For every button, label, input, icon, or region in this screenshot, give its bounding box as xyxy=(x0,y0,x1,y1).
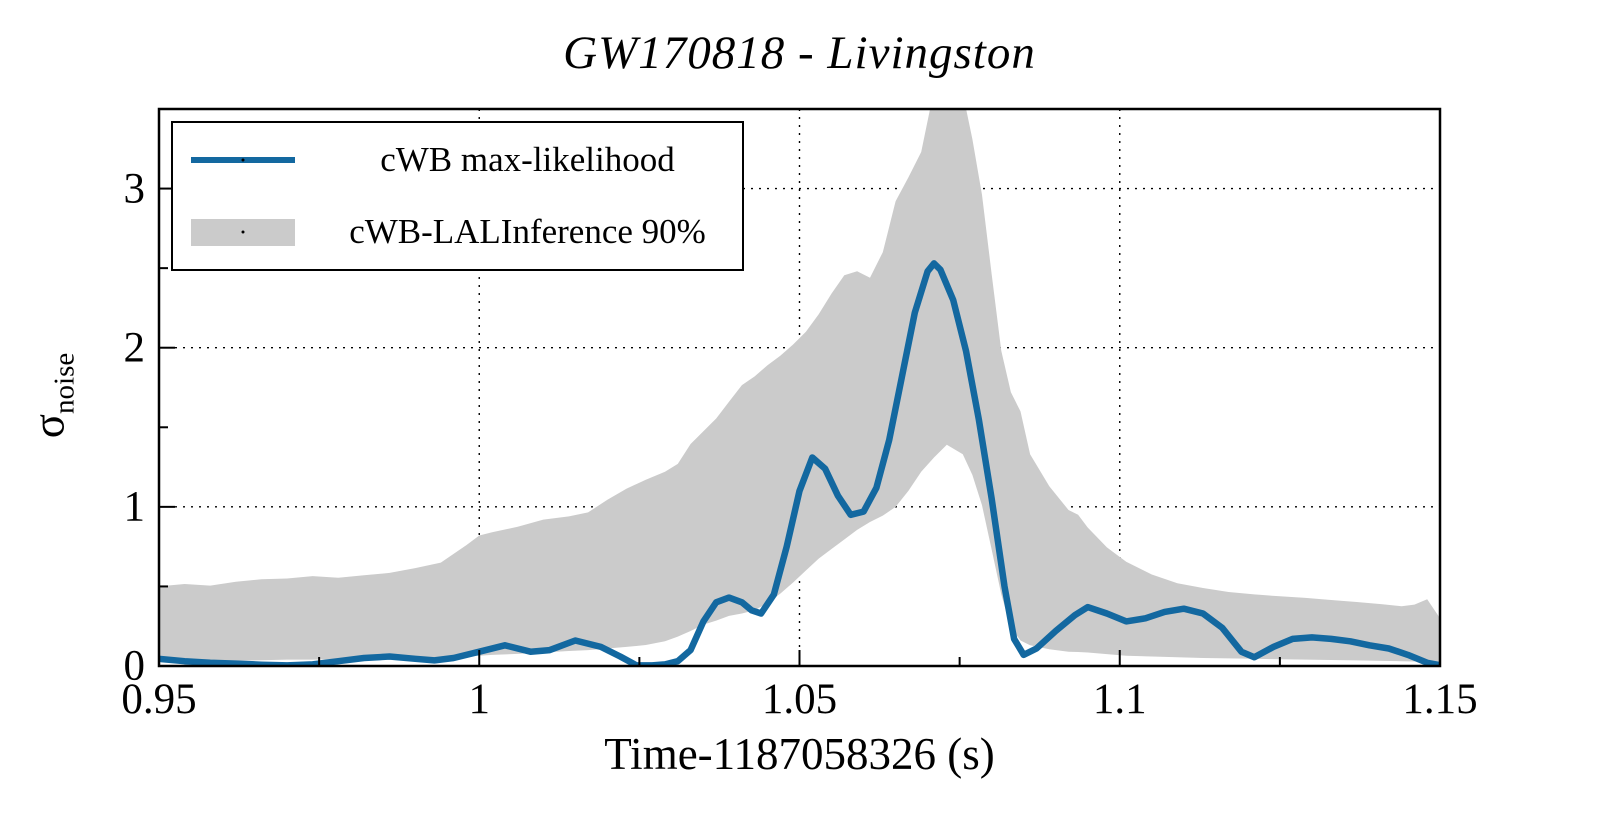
legend-box: cWB max-likelihood cWB-LALInference 90% xyxy=(171,121,744,271)
y-tick-label-0: 0 xyxy=(123,642,146,690)
x-axis-label: Time-1187058326 (s) xyxy=(604,729,995,779)
y-axis-label: σnoise xyxy=(23,196,82,596)
legend-marker-dot xyxy=(241,230,245,234)
confidence-band xyxy=(159,109,1440,662)
y-tick-label-1: 1 xyxy=(123,483,146,531)
x-tick-label-1.15: 1.15 xyxy=(1402,676,1478,723)
legend-band-swatch-zone xyxy=(173,218,313,246)
x-tick-label-1.05: 1.05 xyxy=(761,676,838,723)
y-axis-label-sigma: σ xyxy=(23,413,74,439)
legend-label-lalinference: cWB-LALInference 90% xyxy=(349,212,706,251)
legend-label-max-likelihood: cWB max-likelihood xyxy=(380,140,675,179)
legend-item-max-likelihood: cWB max-likelihood xyxy=(173,125,742,195)
x-tick-label-1: 1 xyxy=(468,676,491,723)
chart-title: GW170818 - Livingston xyxy=(563,27,1036,79)
max-likelihood-line xyxy=(159,260,1440,666)
x-tick-label-1.1: 1.1 xyxy=(1092,676,1147,723)
legend-marker-dot xyxy=(241,158,245,162)
legend-item-lalinference: cWB-LALInference 90% xyxy=(173,197,742,267)
legend-line-swatch-zone xyxy=(173,157,313,163)
y-tick-label-3: 3 xyxy=(123,165,146,213)
y-tick-label-2: 2 xyxy=(123,324,146,372)
x-tick-label-0.95: 0.95 xyxy=(121,676,197,723)
